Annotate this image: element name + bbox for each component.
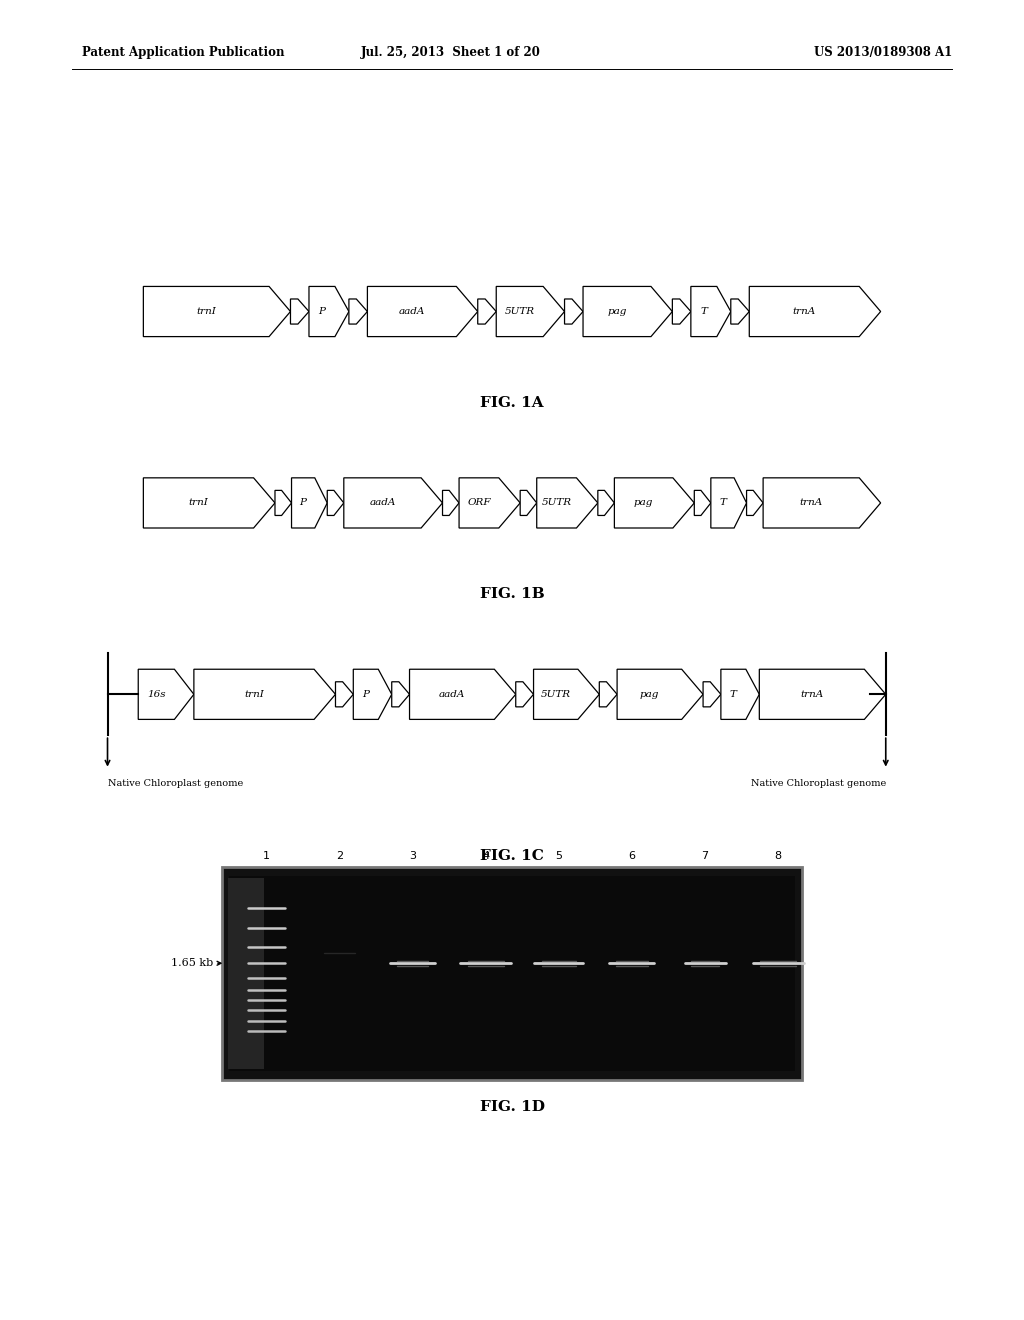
Polygon shape bbox=[291, 298, 309, 325]
Text: 6: 6 bbox=[629, 850, 636, 861]
Text: trnA: trnA bbox=[800, 499, 823, 507]
Text: aadA: aadA bbox=[438, 690, 465, 698]
Text: 5: 5 bbox=[555, 850, 562, 861]
Polygon shape bbox=[194, 669, 336, 719]
Text: pag: pag bbox=[634, 499, 653, 507]
Text: US 2013/0189308 A1: US 2013/0189308 A1 bbox=[814, 46, 952, 59]
Text: FIG. 1A: FIG. 1A bbox=[480, 396, 544, 411]
Text: pag: pag bbox=[640, 690, 659, 698]
Text: FIG. 1D: FIG. 1D bbox=[479, 1100, 545, 1114]
Polygon shape bbox=[292, 478, 328, 528]
Polygon shape bbox=[344, 478, 442, 528]
Polygon shape bbox=[721, 669, 760, 719]
Polygon shape bbox=[711, 478, 746, 528]
Text: Patent Application Publication: Patent Application Publication bbox=[82, 46, 285, 59]
Polygon shape bbox=[459, 478, 520, 528]
Polygon shape bbox=[368, 286, 478, 337]
Text: trnI: trnI bbox=[197, 308, 216, 315]
Text: aadA: aadA bbox=[398, 308, 425, 315]
Text: trnI: trnI bbox=[188, 499, 209, 507]
Bar bbox=[229, 876, 795, 1071]
Polygon shape bbox=[598, 490, 614, 516]
Text: P: P bbox=[300, 499, 306, 507]
Text: Native Chloroplast genome: Native Chloroplast genome bbox=[751, 779, 886, 788]
Text: Jul. 25, 2013  Sheet 1 of 20: Jul. 25, 2013 Sheet 1 of 20 bbox=[360, 46, 541, 59]
Polygon shape bbox=[328, 490, 344, 516]
Text: 1: 1 bbox=[263, 850, 269, 861]
Polygon shape bbox=[617, 669, 703, 719]
Polygon shape bbox=[537, 478, 598, 528]
Polygon shape bbox=[516, 681, 534, 708]
Text: T: T bbox=[730, 690, 737, 698]
Text: 2: 2 bbox=[336, 850, 343, 861]
Polygon shape bbox=[410, 669, 516, 719]
Text: P: P bbox=[318, 308, 326, 315]
Text: trnA: trnA bbox=[793, 308, 816, 315]
Polygon shape bbox=[564, 298, 583, 325]
Text: 1.65 kb: 1.65 kb bbox=[171, 958, 213, 969]
Text: 7: 7 bbox=[701, 850, 709, 861]
Polygon shape bbox=[336, 681, 353, 708]
Polygon shape bbox=[309, 286, 349, 337]
Polygon shape bbox=[673, 298, 691, 325]
Text: 8: 8 bbox=[775, 850, 781, 861]
Text: FIG. 1C: FIG. 1C bbox=[480, 849, 544, 863]
Polygon shape bbox=[760, 669, 886, 719]
Polygon shape bbox=[143, 478, 275, 528]
Polygon shape bbox=[349, 298, 368, 325]
Polygon shape bbox=[599, 681, 617, 708]
Text: trnI: trnI bbox=[244, 690, 264, 698]
Text: T: T bbox=[719, 499, 726, 507]
Text: 5UTR: 5UTR bbox=[505, 308, 535, 315]
Polygon shape bbox=[478, 298, 497, 325]
Polygon shape bbox=[353, 669, 392, 719]
Text: pag: pag bbox=[607, 308, 627, 315]
Polygon shape bbox=[694, 490, 711, 516]
Polygon shape bbox=[442, 490, 459, 516]
Polygon shape bbox=[143, 286, 291, 337]
Text: FIG. 1B: FIG. 1B bbox=[479, 587, 545, 602]
Text: 3: 3 bbox=[409, 850, 416, 861]
Polygon shape bbox=[746, 490, 763, 516]
Polygon shape bbox=[520, 490, 537, 516]
Polygon shape bbox=[703, 681, 721, 708]
Polygon shape bbox=[138, 669, 194, 719]
Polygon shape bbox=[275, 490, 292, 516]
Text: 5UTR: 5UTR bbox=[542, 499, 571, 507]
Text: 5UTR: 5UTR bbox=[541, 690, 570, 698]
Polygon shape bbox=[534, 669, 599, 719]
Polygon shape bbox=[583, 286, 673, 337]
Text: aadA: aadA bbox=[370, 499, 395, 507]
Polygon shape bbox=[763, 478, 881, 528]
Text: ORF: ORF bbox=[467, 499, 490, 507]
Polygon shape bbox=[392, 681, 410, 708]
Text: 16s: 16s bbox=[147, 690, 166, 698]
Text: T: T bbox=[700, 308, 708, 315]
Polygon shape bbox=[750, 286, 881, 337]
Polygon shape bbox=[497, 286, 564, 337]
Text: P: P bbox=[362, 690, 370, 698]
Polygon shape bbox=[691, 286, 731, 337]
Polygon shape bbox=[731, 298, 750, 325]
Text: trnA: trnA bbox=[800, 690, 823, 698]
Text: Native Chloroplast genome: Native Chloroplast genome bbox=[108, 779, 243, 788]
Bar bbox=[228, 878, 264, 1069]
Polygon shape bbox=[614, 478, 694, 528]
FancyBboxPatch shape bbox=[222, 867, 802, 1080]
Text: 4: 4 bbox=[482, 850, 489, 861]
